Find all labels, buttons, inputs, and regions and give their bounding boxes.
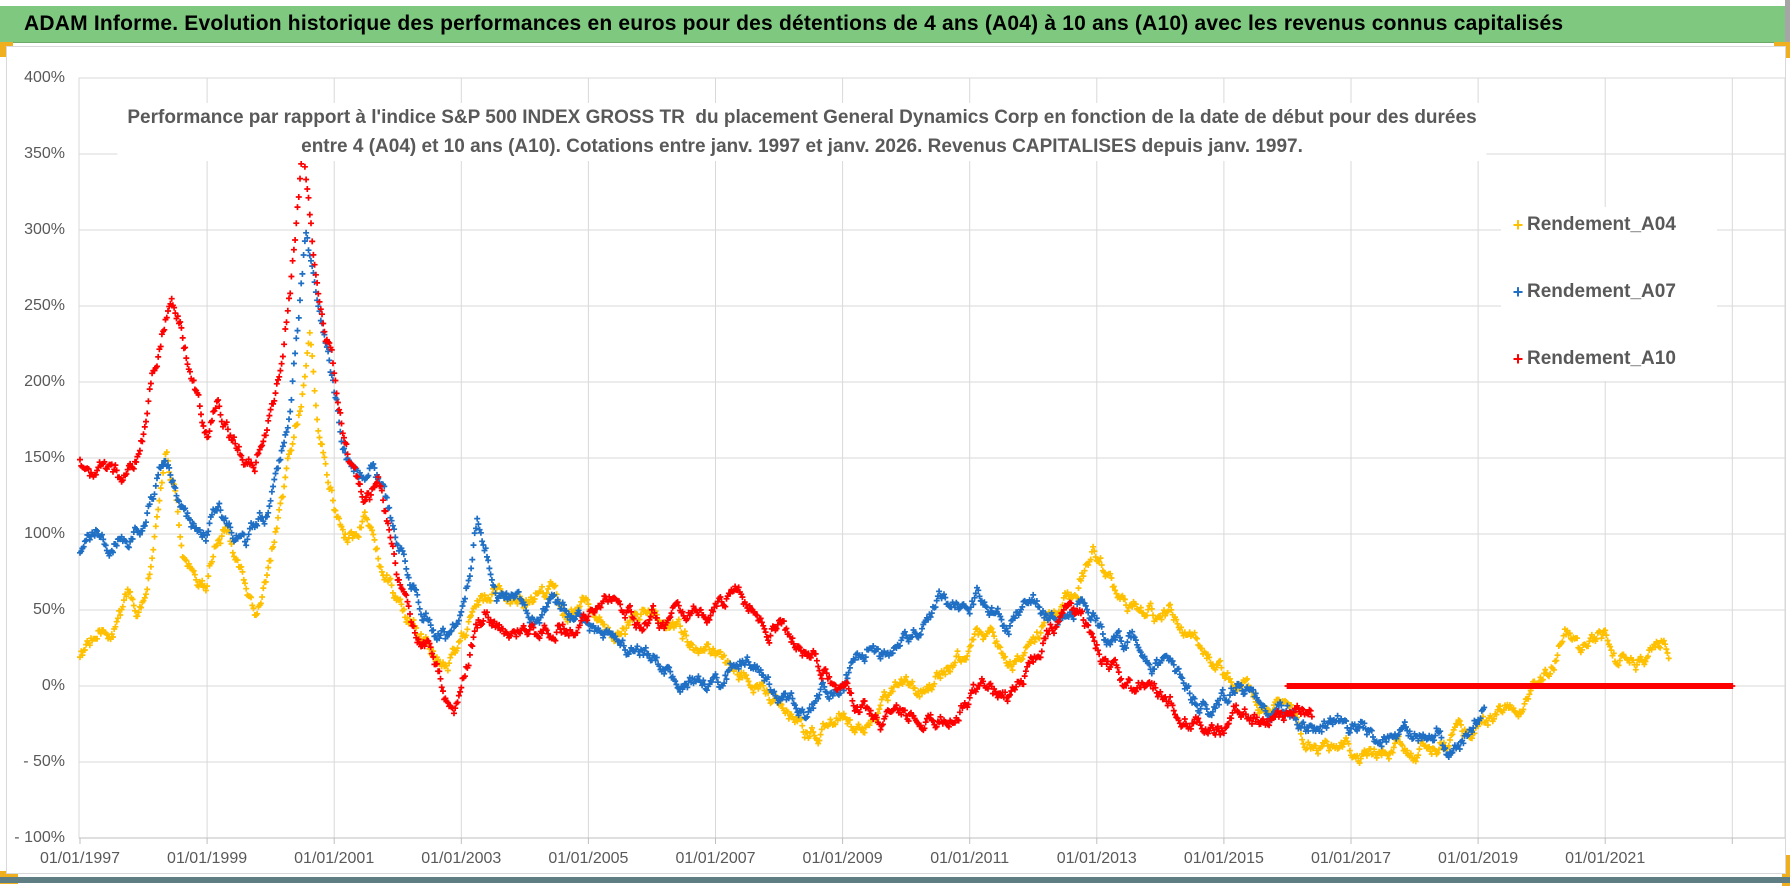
window-edge-right — [1785, 0, 1790, 58]
chart-title-line2: entre 4 (A04) et 10 ans (A10). Cotations… — [301, 136, 1303, 157]
x-axis-label: 01/01/2007 — [675, 850, 756, 867]
y-axis-label: 150% — [24, 449, 65, 466]
chart-title: Performance par rapport à l'indice S&P 5… — [117, 103, 1487, 161]
x-axis-label: 01/01/2019 — [1438, 850, 1519, 867]
y-axis-label: 50% — [32, 601, 65, 618]
y-axis-label: 250% — [24, 297, 65, 314]
plus-marker-icon: + — [1512, 349, 1524, 369]
chart-legend: + Rendement_A04 + Rendement_A07 + Rendement_A… — [1501, 207, 1717, 381]
legend-item-Rendement_A04: + Rendement_A04 — [1509, 213, 1717, 237]
legend-label: Rendement_A07 — [1527, 281, 1676, 302]
y-axis-label: - 100% — [14, 829, 65, 846]
x-axis-label: 01/01/1999 — [167, 850, 248, 867]
y-axis-label: 100% — [24, 525, 65, 542]
y-axis-label: 0% — [41, 677, 65, 694]
x-axis-label: 01/01/2009 — [802, 850, 883, 867]
x-axis-label: 01/01/2011 — [930, 850, 1010, 867]
plus-marker-icon: + — [1512, 282, 1524, 302]
series-Rendement_A07 — [77, 229, 1488, 760]
y-axis-label: 400% — [24, 69, 65, 86]
x-axis-label: 01/01/2013 — [1056, 850, 1137, 867]
header-bar: ADAM Informe. Evolution historique des p… — [0, 6, 1785, 43]
legend-item-Rendement_A10: + Rendement_A10 — [1509, 347, 1717, 371]
y-axis-label: - 50% — [23, 753, 65, 770]
x-axis-label: 01/01/2021 — [1565, 850, 1646, 867]
x-axis-label: 01/01/1997 — [39, 850, 121, 867]
header-title: ADAM Informe. Evolution historique des p… — [24, 12, 1564, 35]
legend-label: Rendement_A04 — [1527, 214, 1676, 235]
y-axis-label: 350% — [24, 145, 65, 162]
series-Rendement_A04 — [77, 329, 1672, 766]
performance-chart: Performance par rapport à l'indice S&P 5… — [6, 46, 1786, 874]
x-axis-label: 01/01/2015 — [1183, 850, 1264, 867]
gold-marker-bottom-right — [1782, 855, 1790, 886]
legend-item-Rendement_A07: + Rendement_A07 — [1509, 280, 1717, 304]
y-axis-label: 200% — [24, 373, 65, 390]
x-axis-label: 01/01/2003 — [421, 850, 502, 867]
chart-title-line1: Performance par rapport à l'indice S&P 5… — [127, 107, 1477, 128]
plus-marker-icon: + — [1512, 215, 1524, 235]
y-axis-label: 300% — [24, 221, 65, 238]
x-axis-label: 01/01/2001 — [294, 850, 375, 867]
x-axis-label: 01/01/2017 — [1310, 850, 1392, 867]
legend-label: Rendement_A10 — [1527, 348, 1676, 369]
x-axis-label: 01/01/2005 — [548, 850, 629, 867]
footer-rule — [0, 877, 1790, 883]
series-Rendement_A10 — [77, 142, 1736, 738]
